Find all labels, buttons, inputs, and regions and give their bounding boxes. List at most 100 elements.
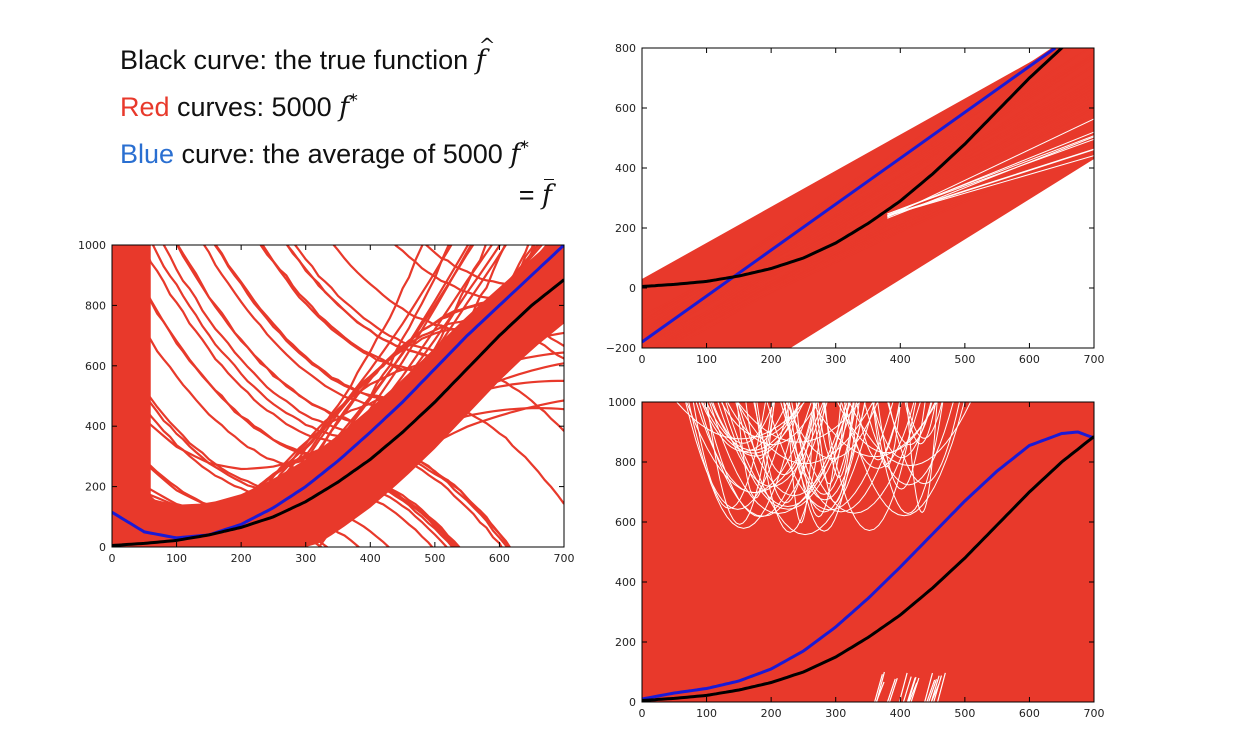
- white-gap-line: [906, 402, 938, 514]
- blue-average-curve: [112, 245, 564, 540]
- x-tick-label: 700: [554, 552, 575, 565]
- white-gap-line: [736, 402, 775, 499]
- red-fit-curve: [141, 534, 250, 547]
- y-tick-label: 0: [629, 696, 636, 709]
- white-gap-line: [904, 402, 937, 445]
- white-gap-line: [766, 402, 894, 511]
- y-tick-label: 1000: [78, 239, 106, 252]
- white-gap-line: [754, 402, 826, 533]
- red-fit-curve: [642, 48, 1055, 323]
- red-fit-curve: [155, 530, 278, 547]
- white-gap-line: [926, 679, 936, 702]
- white-gap-line: [710, 402, 801, 457]
- white-gap-line: [872, 402, 901, 468]
- left-plot: 0 100 200 300 400 500 600 700 0 200 400 600 800 1000: [78, 239, 575, 565]
- white-gap-line: [822, 402, 917, 532]
- legend-eq-text: =: [518, 180, 542, 210]
- y-tick-label: 0: [629, 282, 636, 295]
- x-tick-label: 500: [954, 707, 975, 720]
- red-fit-curve: [642, 100, 1094, 333]
- white-gap-line: [902, 676, 912, 702]
- white-gap-line: [795, 402, 842, 518]
- x-tick-label: 600: [1019, 353, 1040, 366]
- white-gap-line: [930, 683, 940, 702]
- red-fit-curve: [642, 80, 1094, 317]
- bottom-right-plot: 0 100 200 300 400 500 600 700 0 200 400 600 800 1000: [608, 396, 1105, 720]
- white-gap-line: [886, 678, 896, 702]
- white-gap-line: [856, 402, 901, 461]
- y-tick-label: 400: [615, 162, 636, 175]
- y-tick-label: 200: [615, 222, 636, 235]
- legend-black-symbol: f: [476, 25, 496, 81]
- x-tick-label: 0: [109, 552, 116, 565]
- legend-red-symbol: f: [339, 92, 350, 123]
- x-tick-label: 300: [295, 552, 316, 565]
- x-tick-label: 100: [696, 353, 717, 366]
- white-gap-line: [888, 677, 898, 702]
- legend-eq-line: = f: [120, 175, 590, 216]
- x-tick-label: 200: [761, 707, 782, 720]
- white-gap-line: [783, 402, 866, 501]
- red-fit-curve: [642, 56, 1094, 332]
- y-tick-label: 800: [615, 42, 636, 55]
- red-fit-curve: [642, 140, 1094, 347]
- red-fit-curve: [154, 531, 269, 547]
- y-tick-label: 400: [85, 420, 106, 433]
- red-fit-curve: [642, 48, 1091, 348]
- white-gap-line: [874, 674, 883, 702]
- plot-area: [112, 245, 564, 547]
- white-gap-line: [685, 402, 791, 510]
- plot-frame: [641, 47, 1095, 349]
- legend-blue-sup: *: [520, 138, 529, 158]
- white-gap-line: [887, 402, 933, 446]
- white-gap-line: [937, 672, 946, 702]
- white-gap-line: [712, 402, 775, 444]
- white-gap-line: [709, 402, 848, 515]
- red-fit-curve: [158, 530, 280, 547]
- plot-frame: [641, 401, 1095, 703]
- legend-black-text: Black curve: the true function: [120, 45, 469, 75]
- red-curve-band: [642, 402, 1094, 702]
- red-fit-curve: [138, 536, 241, 547]
- legend-blue-word: Blue: [120, 139, 175, 169]
- red-fit-curve: [650, 56, 1094, 348]
- black-true-curve: [642, 435, 1094, 702]
- white-gap-line: [887, 135, 1094, 215]
- y-tick-label: −200: [606, 342, 636, 355]
- x-tick-label: 400: [890, 353, 911, 366]
- x-tick-label: 200: [231, 552, 252, 565]
- x-tick-label: 600: [1019, 707, 1040, 720]
- white-gap-line: [756, 402, 816, 504]
- x-tick-label: 400: [890, 707, 911, 720]
- white-gap-line: [928, 679, 938, 702]
- y-tick-label: 200: [85, 481, 106, 494]
- white-gap-line: [676, 402, 805, 440]
- x-tick-label: 500: [424, 552, 445, 565]
- x-tick-label: 600: [489, 552, 510, 565]
- black-true-curve: [642, 48, 1065, 288]
- white-gap-line: [888, 402, 960, 485]
- red-fit-curve: [642, 83, 1094, 339]
- white-gap-line: [817, 402, 850, 462]
- red-fit-curve: [671, 106, 1094, 348]
- white-gap-line: [837, 402, 936, 454]
- x-tick-label: 0: [639, 707, 646, 720]
- x-tick-label: 400: [360, 552, 381, 565]
- white-gap-line: [875, 681, 885, 702]
- red-curve-band: [112, 245, 564, 547]
- x-tick-label: 500: [954, 353, 975, 366]
- x-tick-label: 0: [639, 353, 646, 366]
- white-gap-line: [786, 402, 879, 460]
- y-tick-label: 800: [85, 299, 106, 312]
- x-tick-label: 300: [825, 353, 846, 366]
- white-gap-line: [705, 402, 800, 451]
- legend-blue-line: Blue curve: the average of 5000 f*: [120, 128, 590, 175]
- legend-text-block: Black curve: the true function f Red cur…: [120, 25, 590, 216]
- white-gap-line: [725, 402, 850, 508]
- white-gap-line: [735, 402, 875, 536]
- white-gap-line: [698, 402, 828, 517]
- legend-red-text: curves: 5000: [169, 92, 340, 122]
- legend-black-line: Black curve: the true function f: [120, 25, 590, 81]
- red-fit-curve: [642, 48, 1075, 338]
